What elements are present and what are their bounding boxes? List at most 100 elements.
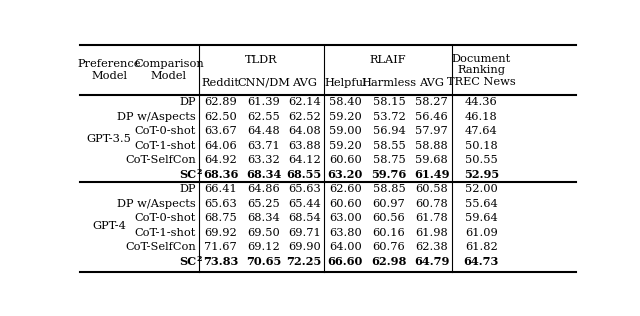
Text: 50.55: 50.55	[465, 155, 498, 165]
Text: RLAIF: RLAIF	[370, 55, 406, 65]
Text: 59.68: 59.68	[415, 155, 448, 165]
Text: 69.92: 69.92	[205, 228, 237, 238]
Text: 60.76: 60.76	[372, 242, 405, 252]
Text: 64.06: 64.06	[205, 141, 237, 151]
Text: 61.09: 61.09	[465, 228, 498, 238]
Text: 68.54: 68.54	[288, 213, 321, 223]
Text: GPT-3.5: GPT-3.5	[87, 134, 132, 143]
Text: 57.97: 57.97	[415, 126, 448, 136]
Text: 59.20: 59.20	[329, 141, 362, 151]
Text: 53.72: 53.72	[372, 112, 405, 122]
Text: CoT-0-shot: CoT-0-shot	[134, 126, 196, 136]
Text: 63.32: 63.32	[247, 155, 280, 165]
Text: 63.00: 63.00	[329, 213, 362, 223]
Text: 68.34: 68.34	[246, 169, 281, 180]
Text: 59.00: 59.00	[329, 126, 362, 136]
Text: 64.92: 64.92	[205, 155, 237, 165]
Text: 64.79: 64.79	[414, 256, 449, 267]
Text: 69.12: 69.12	[247, 242, 280, 252]
Text: 58.88: 58.88	[415, 141, 448, 151]
Text: 69.90: 69.90	[288, 242, 321, 252]
Text: 62.38: 62.38	[415, 242, 448, 252]
Text: Reddit: Reddit	[202, 78, 240, 88]
Text: DP: DP	[180, 97, 196, 107]
Text: 65.63: 65.63	[288, 184, 321, 194]
Text: 61.82: 61.82	[465, 242, 498, 252]
Text: 61.78: 61.78	[415, 213, 448, 223]
Text: 64.00: 64.00	[329, 242, 362, 252]
Text: DP w/Aspects: DP w/Aspects	[117, 112, 196, 122]
Text: 60.60: 60.60	[329, 155, 362, 165]
Text: 46.18: 46.18	[465, 112, 498, 122]
Text: 60.58: 60.58	[415, 184, 448, 194]
Text: 47.64: 47.64	[465, 126, 498, 136]
Text: 62.98: 62.98	[371, 256, 406, 267]
Text: CoT-0-shot: CoT-0-shot	[134, 213, 196, 223]
Text: 63.88: 63.88	[288, 141, 321, 151]
Text: CoT-SelfCon: CoT-SelfCon	[125, 155, 196, 165]
Text: 63.67: 63.67	[205, 126, 237, 136]
Text: AVG: AVG	[419, 78, 444, 88]
Text: 50.18: 50.18	[465, 141, 498, 151]
Text: 64.12: 64.12	[288, 155, 321, 165]
Text: 71.67: 71.67	[205, 242, 237, 252]
Text: CNN/DM: CNN/DM	[237, 78, 290, 88]
Text: 58.75: 58.75	[372, 155, 405, 165]
Text: 62.14: 62.14	[288, 97, 321, 107]
Text: 58.27: 58.27	[415, 97, 448, 107]
Text: 68.34: 68.34	[247, 213, 280, 223]
Text: 62.55: 62.55	[247, 112, 280, 122]
Text: DP: DP	[180, 184, 196, 194]
Text: 66.60: 66.60	[328, 256, 363, 267]
Text: CoT-1-shot: CoT-1-shot	[134, 141, 196, 151]
Text: Document
Ranking
TREC News: Document Ranking TREC News	[447, 53, 516, 87]
Text: 52.00: 52.00	[465, 184, 498, 194]
Text: CoT-1-shot: CoT-1-shot	[134, 228, 196, 238]
Text: 58.40: 58.40	[329, 97, 362, 107]
Text: 69.71: 69.71	[288, 228, 321, 238]
Text: 56.46: 56.46	[415, 112, 448, 122]
Text: 62.89: 62.89	[205, 97, 237, 107]
Text: 58.85: 58.85	[372, 184, 405, 194]
Text: 63.71: 63.71	[247, 141, 280, 151]
Text: 58.55: 58.55	[372, 141, 405, 151]
Text: 61.39: 61.39	[247, 97, 280, 107]
Text: 65.63: 65.63	[205, 199, 237, 209]
Text: 2: 2	[196, 255, 202, 263]
Text: Harmless: Harmless	[362, 78, 417, 88]
Text: 68.55: 68.55	[287, 169, 322, 180]
Text: 44.36: 44.36	[465, 97, 498, 107]
Text: 58.15: 58.15	[372, 97, 405, 107]
Text: 59.20: 59.20	[329, 112, 362, 122]
Text: 56.94: 56.94	[372, 126, 405, 136]
Text: 64.48: 64.48	[247, 126, 280, 136]
Text: SC: SC	[179, 169, 196, 180]
Text: Helpful: Helpful	[324, 78, 367, 88]
Text: 66.41: 66.41	[205, 184, 237, 194]
Text: 52.95: 52.95	[464, 169, 499, 180]
Text: 62.60: 62.60	[329, 184, 362, 194]
Text: 65.44: 65.44	[288, 199, 321, 209]
Text: 63.20: 63.20	[328, 169, 363, 180]
Text: 63.80: 63.80	[329, 228, 362, 238]
Text: 64.73: 64.73	[463, 256, 499, 267]
Text: 60.60: 60.60	[329, 199, 362, 209]
Text: 69.50: 69.50	[247, 228, 280, 238]
Text: Comparison
Model: Comparison Model	[134, 59, 204, 81]
Text: 72.25: 72.25	[287, 256, 322, 267]
Text: 70.65: 70.65	[246, 256, 281, 267]
Text: 60.97: 60.97	[372, 199, 405, 209]
Text: 60.16: 60.16	[372, 228, 405, 238]
Text: 64.86: 64.86	[247, 184, 280, 194]
Text: 60.78: 60.78	[415, 199, 448, 209]
Text: 62.50: 62.50	[205, 112, 237, 122]
Text: 55.64: 55.64	[465, 199, 498, 209]
Text: DP w/Aspects: DP w/Aspects	[117, 199, 196, 209]
Text: 73.83: 73.83	[203, 256, 239, 267]
Text: AVG: AVG	[292, 78, 317, 88]
Text: 62.52: 62.52	[288, 112, 321, 122]
Text: 2: 2	[196, 168, 202, 176]
Text: Preference
Model: Preference Model	[77, 59, 141, 81]
Text: 68.36: 68.36	[203, 169, 239, 180]
Text: 65.25: 65.25	[247, 199, 280, 209]
